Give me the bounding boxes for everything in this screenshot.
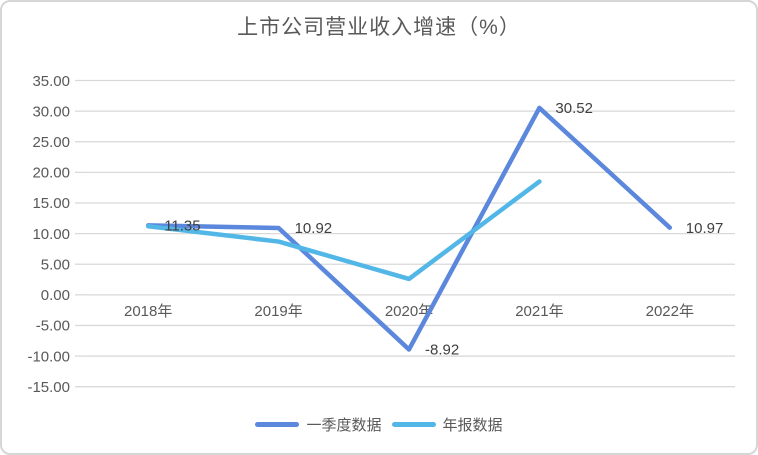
legend-line-swatch	[391, 422, 436, 427]
x-axis-label: 2022年	[646, 303, 694, 320]
y-axis-label: -5.00	[36, 318, 70, 335]
legend-label: 一季度数据	[306, 417, 382, 434]
data-label: 10.97	[686, 220, 724, 237]
legend-item: 年报数据	[391, 414, 503, 435]
legend-label: 年报数据	[442, 417, 503, 434]
y-axis-label: 30.00	[32, 103, 70, 120]
data-label: 11.35	[164, 218, 200, 235]
data-label: -8.92	[425, 342, 459, 359]
x-axis-label: 2021年	[515, 303, 563, 320]
y-axis-label: 5.00	[41, 256, 70, 273]
x-axis-label: 2020年	[385, 303, 433, 320]
y-axis-label: 15.00	[32, 195, 70, 212]
y-axis-label: 35.00	[32, 73, 70, 90]
y-axis-label: 0.00	[41, 287, 70, 304]
x-axis-label: 2018年	[124, 303, 172, 320]
chart-title: 上市公司营业收入增速（%）	[237, 16, 521, 39]
data-label: 30.52	[555, 100, 593, 117]
chart-legend: 一季度数据 年报数据	[2, 414, 756, 435]
series-line-年报数据	[145, 179, 542, 282]
data-label: 10.92	[295, 220, 333, 237]
y-axis-label: 25.00	[32, 134, 70, 151]
y-axis-label: 20.00	[32, 165, 70, 182]
y-axis-label: -10.00	[27, 348, 70, 365]
legend-item: 一季度数据	[255, 414, 382, 435]
x-axis-label: 2019年	[254, 303, 302, 320]
series-line-一季度数据	[145, 105, 673, 352]
legend-line-swatch	[255, 422, 300, 427]
y-axis-label: 10.00	[32, 226, 70, 243]
y-axis-label: -15.00	[27, 379, 70, 396]
